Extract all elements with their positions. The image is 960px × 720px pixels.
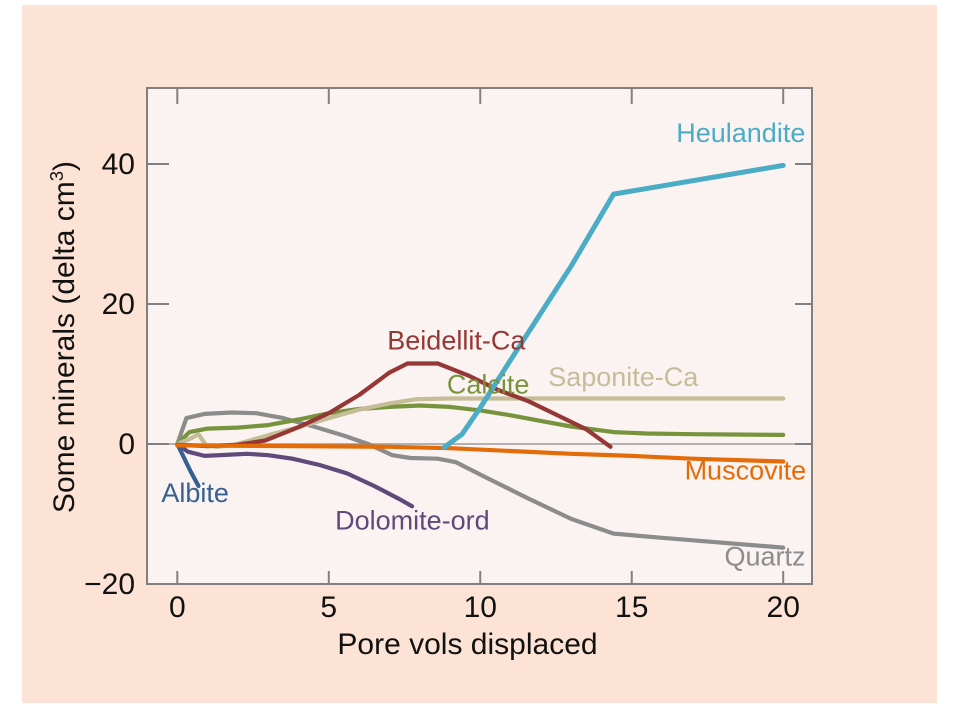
series-label-calcite: Calcite xyxy=(447,370,530,400)
x-tick-label: 20 xyxy=(767,591,800,624)
series-label-heulandite: Heulandite xyxy=(676,118,805,148)
y-tick-label: 20 xyxy=(102,288,135,321)
series-label-muscovite: Muscovite xyxy=(685,456,807,486)
plot-frame xyxy=(146,87,813,585)
chart-panel: 0 5 10 15 20 −20 0 20 40 Pore vols displaced Quart… xyxy=(22,5,937,703)
y-tick-label: 0 xyxy=(118,428,135,461)
y-axis-title: Some minerals (delta cm3) xyxy=(44,87,86,587)
series-line-calcite xyxy=(175,403,786,447)
series-line-albite xyxy=(175,441,201,489)
series-label-dolomite-ord: Dolomite-ord xyxy=(335,505,490,535)
x-tick-label: 10 xyxy=(464,591,497,624)
series-label-beidellit-ca: Beidellit-Ca xyxy=(387,325,526,355)
series-label-albite: Albite xyxy=(161,478,229,508)
y-axis-title-superscript: 3 xyxy=(46,170,67,182)
x-tick-label: 15 xyxy=(615,591,648,624)
y-axis-title-text: Some minerals (delta cm xyxy=(48,181,81,514)
series-line-heulandite xyxy=(441,162,786,450)
x-axis-title: Pore vols displaced xyxy=(337,628,597,661)
series-line-quartz xyxy=(175,410,786,550)
series-line-beidellit-ca xyxy=(175,361,613,449)
y-tick-label: −20 xyxy=(84,568,135,601)
series-label-saponite-ca: Saponite-Ca xyxy=(548,362,699,392)
x-tick-label: 0 xyxy=(169,591,186,624)
mineral-line-chart: 0 5 10 15 20 −20 0 20 40 Pore vols displaced Quart… xyxy=(22,5,937,703)
series-line-muscovite xyxy=(175,443,786,464)
series-line-dolomite-ord xyxy=(175,441,415,509)
y-tick-label: 40 xyxy=(102,148,135,181)
x-tick-label: 5 xyxy=(320,591,337,624)
y-axis-title-close: ) xyxy=(48,160,81,171)
series-label-quartz: Quartz xyxy=(725,542,806,572)
